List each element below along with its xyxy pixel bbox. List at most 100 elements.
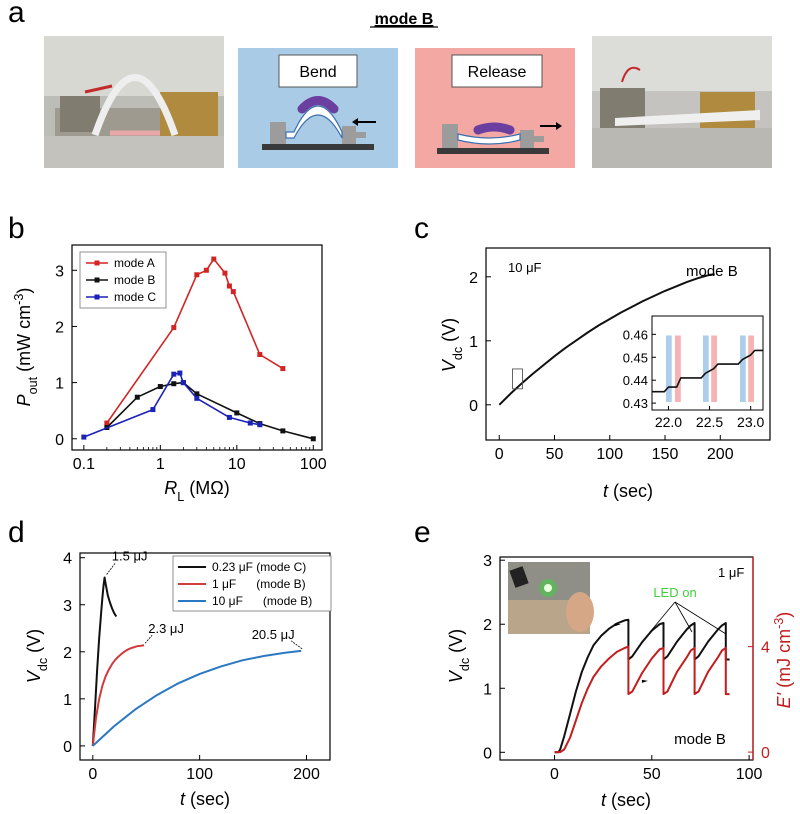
y2-axis-label-close: ) [774,612,794,618]
energy-annotation: 2.3 μJ [148,621,184,636]
x-axis-label: t (sec) [180,789,230,809]
y-axis-label-main: P [14,394,34,406]
y-axis-label: Vdc (V) [446,629,472,683]
y-axis-label-sub: dc [458,658,472,671]
mode-label: mode B [686,263,738,280]
annotation-leader [144,634,153,644]
panel-letter-e: e [414,516,431,549]
data-point [230,289,236,295]
finger [566,592,594,632]
y-axis-label-unit: (V) [446,629,466,658]
series-line-voltage [554,618,730,754]
annotation-leader [290,640,303,650]
y-axis-label-unit: (V) [24,629,44,658]
data-point [171,371,177,377]
x-axis-label-unit: (MΩ) [184,478,229,498]
y-tick-label: 2 [469,270,478,287]
y-tick-label: 3 [483,553,492,570]
x-axis-label-main: R [164,478,177,498]
y-axis-label-close: ) [14,288,34,294]
y-tick-label: 0 [63,739,72,756]
y-tick-label: 3 [63,598,72,615]
y-axis-label: Vdc (V) [439,318,465,372]
x-tick-label: 50 [643,766,661,783]
capacitance-label: 10 μF [508,260,542,275]
y2-axis-label-sup: -3 [772,618,786,629]
data-point [257,422,263,428]
series-line-mode-b [498,273,715,406]
data-point [171,381,177,387]
legend-label: mode C [114,290,156,304]
series-line-0 [91,576,118,746]
inset-step-curve [652,349,763,393]
y-axis-label: Vdc (V) [24,629,50,683]
y-tick-label: 0 [469,398,478,415]
release-band [748,335,754,402]
data-point [104,420,110,426]
legend-label: 10 μF (mode B) [212,594,312,608]
led-pointer-line [649,601,676,633]
data-point [211,256,217,262]
bend-label: Bend [299,64,336,81]
x-tick-label: 100 [736,766,763,783]
data-point [257,352,263,358]
y-axis-label-unit: (mW cm [14,305,34,377]
y-tick-label: 4 [63,551,72,568]
x-axis-label-main: t [180,789,186,809]
inset-x-tick-label: 22.0 [655,414,682,430]
annotation-leader [106,562,116,575]
series-line-1 [91,644,145,747]
y-axis-label: Pout (mW cm-3) [12,288,40,407]
x-tick-label: 200 [293,766,320,783]
data-point [280,366,286,372]
x-tick-label: 0.1 [73,456,95,473]
x-tick-label: 100 [186,766,213,783]
panel-letter-c: c [414,212,429,245]
probe-clip [509,566,529,588]
y-tick-label: 2 [63,645,72,662]
bend-band [702,335,709,402]
y2-tick-label: 4 [761,640,770,657]
bend-band [739,335,746,402]
y-tick-label: 3 [55,263,64,280]
y2-axis-label: E' (mJ cm-3) [772,612,794,709]
y-axis-label-sub: dc [36,658,50,671]
data-point [180,380,186,386]
y-tick-label: 1 [63,692,72,709]
bend-schematic: Bend [238,48,398,168]
release-label-box [451,54,543,88]
data-point [310,436,316,442]
x-tick-label: 100 [596,446,623,463]
x-tick-label: 10 [228,456,246,473]
inset-y-tick-label: 0.46 [623,327,648,342]
data-point [150,407,156,413]
mode-label: mode B [674,731,726,748]
x-tick-label: 50 [546,446,564,463]
data-point [194,395,200,401]
x-tick-label: 200 [707,446,734,463]
data-point [134,394,140,400]
right-axis-pointer-arrow [641,679,648,683]
bend-band [665,335,672,402]
photo-released-device [592,36,772,168]
x-tick-label: 0 [88,766,97,783]
release-band [675,335,681,402]
series-line-2 [92,649,302,747]
led-pointer-line [674,601,727,635]
photo-bent-device [44,36,224,168]
panel-letter-d: d [8,516,25,549]
capacitance-label: 1 μF [718,565,744,580]
data-point [226,414,232,420]
data-point [280,428,286,434]
y-axis-label-unit: (V) [439,318,459,347]
legend: 0.23 μF (mode C) 1 μF (mode B) 10 μF (mode… [172,555,332,612]
y-axis-label-main: V [439,358,459,372]
data-point [171,325,177,331]
y-axis-label-sub: out [26,376,40,394]
data-point [157,384,163,390]
chart-e: 0 50 100 0 1 2 3 0 4 1 μF LED on mode B t (sec) Vdc (… [446,553,794,810]
legend-label: mode B [114,273,155,287]
x-axis-label-main: t [603,481,609,501]
